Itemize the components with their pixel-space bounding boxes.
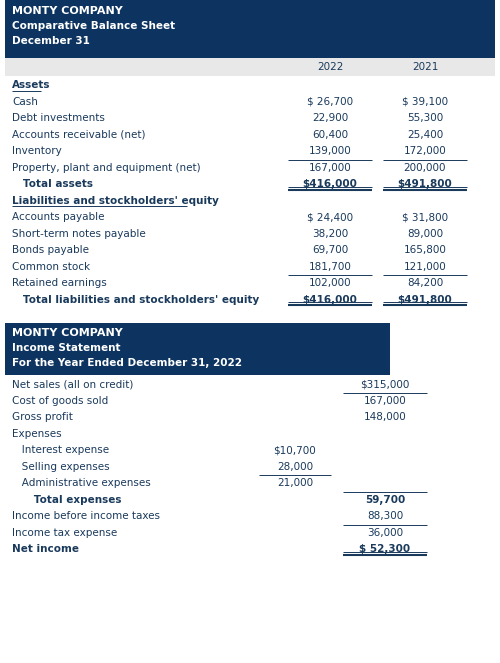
Text: 148,000: 148,000 xyxy=(364,412,406,422)
Text: 121,000: 121,000 xyxy=(404,262,446,272)
Text: Assets: Assets xyxy=(12,80,51,90)
Text: Debt investments: Debt investments xyxy=(12,113,105,123)
Text: December 31: December 31 xyxy=(12,36,90,46)
Text: Income tax expense: Income tax expense xyxy=(12,528,117,538)
Text: Accounts payable: Accounts payable xyxy=(12,212,104,222)
Text: 60,400: 60,400 xyxy=(312,129,348,140)
Text: 172,000: 172,000 xyxy=(404,146,446,156)
Text: $ 52,300: $ 52,300 xyxy=(360,544,410,554)
Text: 165,800: 165,800 xyxy=(404,245,446,255)
Bar xyxy=(5,0,495,58)
Text: $491,800: $491,800 xyxy=(398,179,452,189)
Text: 55,300: 55,300 xyxy=(407,113,443,123)
Text: Cost of goods sold: Cost of goods sold xyxy=(12,396,108,406)
Text: 88,300: 88,300 xyxy=(367,511,403,521)
Text: Gross profit: Gross profit xyxy=(12,412,73,422)
Text: Expenses: Expenses xyxy=(12,428,62,439)
Text: 102,000: 102,000 xyxy=(308,278,352,288)
Text: For the Year Ended December 31, 2022: For the Year Ended December 31, 2022 xyxy=(12,358,242,368)
Text: $10,700: $10,700 xyxy=(274,445,316,455)
Text: Total expenses: Total expenses xyxy=(12,495,122,505)
Text: Short-term notes payable: Short-term notes payable xyxy=(12,229,146,239)
Text: 139,000: 139,000 xyxy=(308,146,352,156)
Text: Accounts receivable (net): Accounts receivable (net) xyxy=(12,129,145,140)
Text: Income before income taxes: Income before income taxes xyxy=(12,511,160,521)
Text: 89,000: 89,000 xyxy=(407,229,443,239)
Text: Net income: Net income xyxy=(12,544,79,554)
Text: Interest expense: Interest expense xyxy=(12,445,109,455)
Text: $416,000: $416,000 xyxy=(302,179,358,189)
Bar xyxy=(5,323,390,375)
Text: Administrative expenses: Administrative expenses xyxy=(12,478,151,488)
Text: MONTY COMPANY: MONTY COMPANY xyxy=(12,328,123,338)
Text: 2021: 2021 xyxy=(412,62,438,72)
Text: 84,200: 84,200 xyxy=(407,278,443,288)
Text: MONTY COMPANY: MONTY COMPANY xyxy=(12,6,123,16)
Text: 59,700: 59,700 xyxy=(365,495,405,505)
Text: Bonds payable: Bonds payable xyxy=(12,245,89,255)
Text: Total liabilities and stockholders' equity: Total liabilities and stockholders' equi… xyxy=(12,294,259,304)
Text: $ 24,400: $ 24,400 xyxy=(307,212,353,222)
Text: $491,800: $491,800 xyxy=(398,294,452,304)
Text: Inventory: Inventory xyxy=(12,146,62,156)
Text: Property, plant and equipment (net): Property, plant and equipment (net) xyxy=(12,162,200,172)
Text: 167,000: 167,000 xyxy=(364,396,406,406)
Text: 69,700: 69,700 xyxy=(312,245,348,255)
Text: $ 39,100: $ 39,100 xyxy=(402,97,448,107)
Text: $ 26,700: $ 26,700 xyxy=(307,97,353,107)
Text: Net sales (all on credit): Net sales (all on credit) xyxy=(12,379,134,389)
Text: $416,000: $416,000 xyxy=(302,294,358,304)
Text: 38,200: 38,200 xyxy=(312,229,348,239)
Text: $ 31,800: $ 31,800 xyxy=(402,212,448,222)
Text: Income Statement: Income Statement xyxy=(12,343,120,353)
Text: 2022: 2022 xyxy=(317,62,343,72)
Bar xyxy=(5,58,495,76)
Text: 200,000: 200,000 xyxy=(404,162,446,172)
Text: 167,000: 167,000 xyxy=(308,162,352,172)
Text: Comparative Balance Sheet: Comparative Balance Sheet xyxy=(12,21,175,31)
Text: Liabilities and stockholders' equity: Liabilities and stockholders' equity xyxy=(12,196,219,206)
Text: 21,000: 21,000 xyxy=(277,478,313,488)
Text: $315,000: $315,000 xyxy=(360,379,410,389)
Text: Cash: Cash xyxy=(12,97,38,107)
Text: 22,900: 22,900 xyxy=(312,113,348,123)
Text: 181,700: 181,700 xyxy=(308,262,352,272)
Text: 28,000: 28,000 xyxy=(277,461,313,471)
Text: 36,000: 36,000 xyxy=(367,528,403,538)
Text: Selling expenses: Selling expenses xyxy=(12,461,110,471)
Text: Common stock: Common stock xyxy=(12,262,90,272)
Text: Total assets: Total assets xyxy=(12,179,93,189)
Text: Retained earnings: Retained earnings xyxy=(12,278,107,288)
Text: 25,400: 25,400 xyxy=(407,129,443,140)
